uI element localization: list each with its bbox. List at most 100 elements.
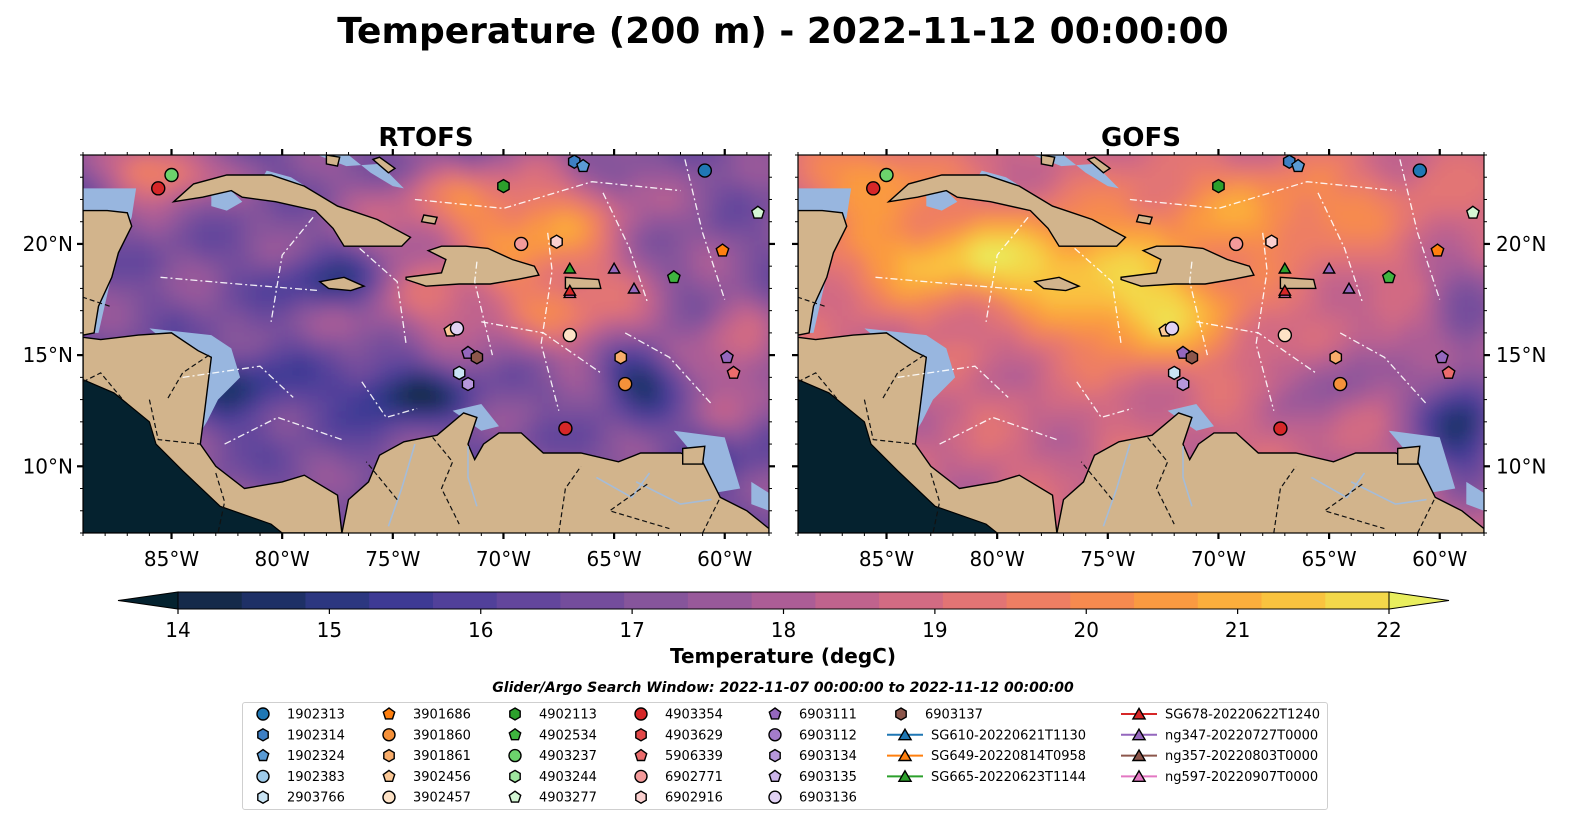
map-frame [797,154,1485,534]
pacific-ocean [798,378,999,533]
legend-entry: 4902534 [508,727,597,743]
legend-label: 4903237 [539,749,597,764]
legend-entry: 6903134 [769,748,857,764]
map-frame [82,154,770,534]
marker-6903134 [1176,376,1190,392]
y-tick-label: 15°N [23,343,73,367]
marker-4903237 [879,167,894,183]
x-tick-label: 60°W [697,547,752,571]
map-body [83,155,769,533]
x-tick-label: 85°W [144,547,199,571]
rivers [1102,443,1427,527]
legend-marker [634,769,648,784]
marker-4902534 [666,269,681,284]
marker-3902457 [562,327,578,343]
legend-marker [768,769,782,783]
legend-entry: 3901860 [382,728,471,743]
x-tick-label: 75°W [1080,547,1135,571]
x-tick-label: 65°W [1301,547,1356,571]
marker-2903766 [1167,365,1181,381]
marker-4902534 [1381,269,1396,284]
legend-label: 6902771 [665,770,723,785]
marker-4903277 [1465,205,1480,219]
marker-5906339 [726,365,741,379]
marker-4903354 [151,181,166,196]
legend-marker [895,707,907,721]
legend-entry: 6902916 [635,790,723,806]
legend-marker [1131,748,1147,762]
marker-6903137 [470,349,484,365]
y-tick-label: 15°N [1496,343,1546,367]
legend-entry: 4903244 [509,769,597,785]
legend-entry: 6903135 [768,769,857,785]
y-tick-label: 10°N [1496,454,1546,478]
legend-entry: 4903237 [508,748,597,764]
legend-label: 1902383 [287,770,345,785]
legend-marker [769,748,781,763]
marker-3901860 [1332,376,1348,392]
legend-marker [634,748,648,762]
legend-entry: 6903111 [768,707,857,723]
legend-label: 4902113 [539,708,597,723]
legend-label: 6903135 [799,770,857,785]
marker-5906339 [1441,365,1456,379]
colorbar-tick-label: 22 [1376,618,1401,642]
marker-6902916 [550,234,563,250]
marker-6903111 [719,349,734,364]
marker-4903237 [164,167,179,183]
legend-label: ng357-20220803T0000 [1165,749,1318,764]
colorbar: 14 15 16 17 18 19 20 21 22 [117,591,1450,642]
legend-entry: SG678-20220622T1240 [1121,707,1320,723]
legend-marker [1131,769,1147,783]
legend-label: 1902313 [287,708,345,723]
legend-entry: 3901861 [383,748,471,764]
legend-marker [897,748,913,762]
legend-marker [768,728,782,742]
legend-entry: 1902314 [257,727,345,743]
legend-entry: 6902771 [634,769,723,785]
legend-marker [256,769,270,784]
colorbar-tick-label: 17 [619,618,644,642]
legend-label: 6903137 [925,708,983,723]
colorbar-extend-high [1388,591,1450,610]
legend-label: 3902457 [413,791,471,806]
legend-marker [635,727,647,742]
legend-label: 4903277 [539,791,597,806]
legend-entry: 2903766 [257,790,345,806]
legend-marker [635,790,647,805]
float-markers [151,154,765,436]
legend-label: 4903629 [665,728,723,743]
country-borders [798,296,1436,533]
x-tick-label: 65°W [586,547,641,571]
marker-4903354 [558,421,573,436]
legend-label: 5906339 [665,749,723,764]
marker-ng347-20220727T0000 [607,261,621,274]
colorbar-label: Temperature (degC) [670,644,896,668]
colorbar-tick-label: 21 [1225,618,1250,642]
legend-marker [382,707,396,720]
legend-entry: 3902457 [382,790,471,806]
legend-marker [508,727,522,741]
country-borders [83,296,721,533]
x-tick-label: 80°W [255,547,310,571]
marker-3901861 [614,349,628,365]
legend-entry: ng357-20220803T0000 [1121,748,1318,764]
legend-entry: 1902313 [256,707,345,723]
x-tick-label: 60°W [1412,547,1467,571]
marker-3902457 [1277,327,1293,343]
marker-3901686 [1430,243,1445,257]
colorbar-tick-label: 16 [468,618,493,642]
legend-marker [1131,707,1147,720]
marker-4903354 [866,181,881,196]
legend-entry: 4903354 [634,707,723,723]
marker-4902113 [1212,178,1225,194]
legend-label: SG678-20220622T1240 [1165,708,1320,723]
legend-entry: SG610-20220621T1130 [887,727,1086,743]
legend-label: 4903354 [665,708,723,723]
float-markers [866,154,1480,436]
legend-marker [768,790,782,804]
legend-entry: 4902113 [509,707,597,723]
marker-3901686 [715,243,730,257]
legend-marker [1131,727,1147,741]
